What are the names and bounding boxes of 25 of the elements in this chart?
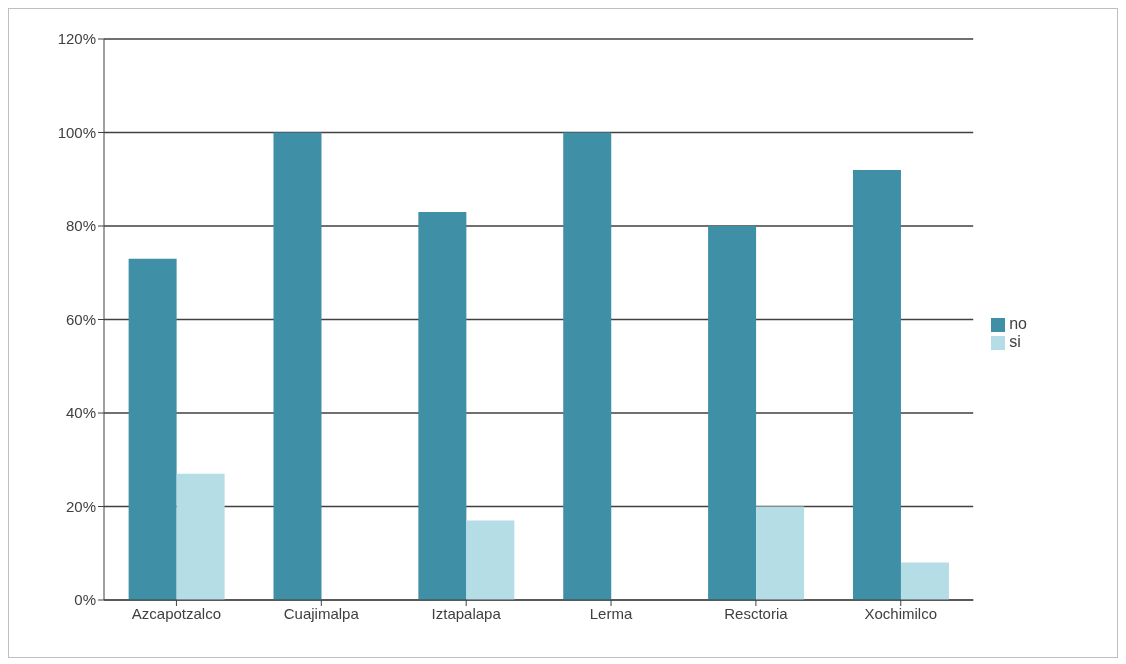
bar <box>466 520 515 600</box>
bar <box>176 473 225 600</box>
bar <box>852 169 901 600</box>
x-tick-label: Lerma <box>589 604 633 622</box>
y-tick-label: 100% <box>57 123 96 141</box>
x-tick-label: Azcapotzalco <box>131 604 222 622</box>
bar <box>128 258 177 600</box>
bar <box>900 562 949 600</box>
bar <box>273 132 322 600</box>
y-tick-label: 40% <box>65 404 96 422</box>
bar <box>756 506 805 600</box>
y-tick-label: 0% <box>74 591 96 609</box>
bar <box>418 211 467 600</box>
y-tick-label: 120% <box>57 30 96 48</box>
x-tick-label: Cuajimalpa <box>283 604 360 622</box>
y-tick-label: 80% <box>65 217 96 235</box>
x-tick-label: Iztapalapa <box>431 604 502 622</box>
legend-label: no <box>1009 315 1027 332</box>
bar <box>708 226 757 600</box>
y-tick-label: 60% <box>65 310 96 328</box>
x-tick-label: Resctoria <box>724 604 789 622</box>
bar <box>563 132 612 600</box>
legend-label: si <box>1009 333 1021 350</box>
y-tick-label: 20% <box>65 497 96 515</box>
x-tick-label: Xochimilco <box>864 604 938 622</box>
